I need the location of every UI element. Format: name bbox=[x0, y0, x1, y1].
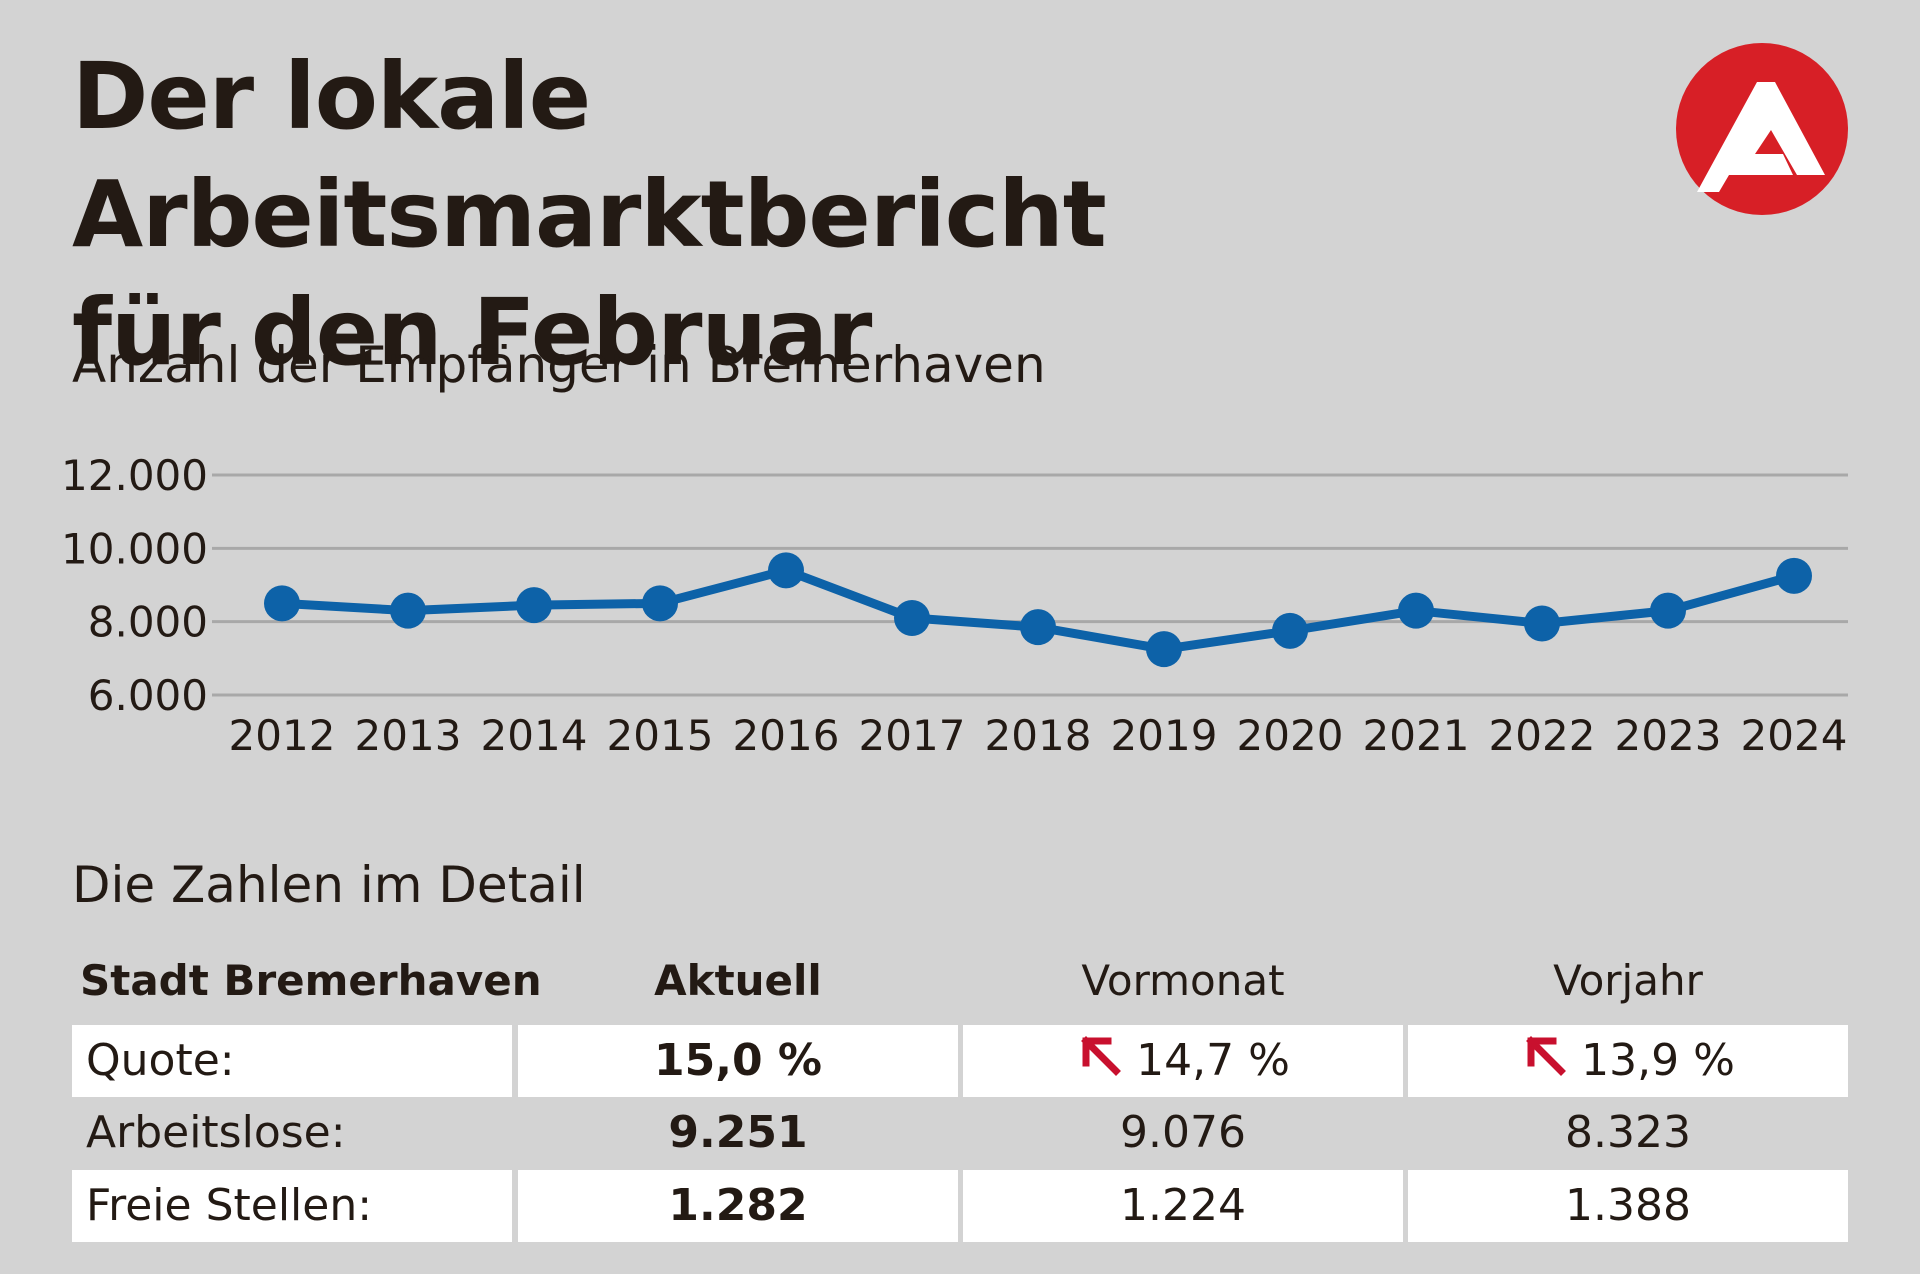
x-tick-label: 2021 bbox=[1363, 711, 1470, 760]
x-tick-label: 2016 bbox=[733, 711, 840, 760]
data-point bbox=[1272, 612, 1308, 649]
row-vormonat: 9.076 bbox=[1120, 1107, 1246, 1158]
x-tick-label: 2024 bbox=[1741, 711, 1848, 760]
data-point bbox=[390, 592, 426, 629]
x-tick-label: 2013 bbox=[355, 711, 462, 760]
table-row-quote: Quote: 15,0 % 14,7 % 13,9 % bbox=[72, 1025, 1848, 1097]
y-tick-label: 10.000 bbox=[61, 524, 208, 573]
line-chart: 12.000 10.000 8.000 6.000 2012 2013 2014 2015 2… bbox=[61, 451, 1848, 760]
x-tick-label: 2020 bbox=[1237, 711, 1344, 760]
row-aktuell: 1.282 bbox=[518, 1170, 958, 1242]
arrow-up-left-icon bbox=[1081, 1036, 1122, 1076]
row-vormonat: 1.224 bbox=[963, 1170, 1403, 1242]
data-point bbox=[1146, 631, 1182, 668]
table-row-freie-stellen: Freie Stellen: 1.282 1.224 1.388 bbox=[72, 1170, 1848, 1242]
data-point bbox=[1020, 609, 1056, 646]
row-vorjahr: 8.323 bbox=[1565, 1107, 1691, 1158]
data-point bbox=[894, 600, 930, 636]
row-vormonat: 14,7 % bbox=[963, 1025, 1403, 1097]
header-vorjahr: Vorjahr bbox=[1553, 956, 1703, 1005]
x-tick-label: 2018 bbox=[985, 711, 1092, 760]
x-tick-label: 2019 bbox=[1111, 711, 1218, 760]
x-tick-label: 2022 bbox=[1489, 711, 1596, 760]
x-tick-label: 2015 bbox=[607, 711, 714, 760]
data-point bbox=[1650, 592, 1686, 629]
data-point bbox=[1776, 557, 1812, 594]
x-tick-label: 2023 bbox=[1615, 711, 1722, 760]
x-tick-label: 2014 bbox=[481, 711, 588, 760]
row-label: Arbeitslose: bbox=[86, 1107, 346, 1158]
detail-title: Die Zahlen im Detail bbox=[72, 856, 586, 914]
arbeitsagentur-logo bbox=[1676, 43, 1848, 215]
header-region: Stadt Bremerhaven bbox=[80, 956, 542, 1005]
row-label: Freie Stellen: bbox=[72, 1170, 512, 1242]
data-point bbox=[768, 552, 804, 589]
arrow-up-left-icon bbox=[1526, 1036, 1567, 1076]
header-vormonat: Vormonat bbox=[1081, 956, 1285, 1005]
y-tick-label: 6.000 bbox=[88, 671, 208, 720]
table-header: Stadt Bremerhaven Aktuell Vormonat Vorja… bbox=[72, 950, 1848, 1012]
data-point bbox=[516, 587, 552, 624]
x-tick-label: 2017 bbox=[859, 711, 966, 760]
y-tick-label: 12.000 bbox=[61, 451, 208, 500]
title-line-1: Der lokale Arbeitsmarktbericht bbox=[72, 43, 1107, 268]
data-point bbox=[1398, 592, 1434, 629]
title-line-2: für den Februar bbox=[72, 279, 872, 386]
table-row-arbeitslose: Arbeitslose: 9.251 9.076 8.323 bbox=[72, 1097, 1848, 1169]
vormonat-value: 14,7 % bbox=[1136, 1035, 1290, 1086]
row-vorjahr: 1.388 bbox=[1408, 1170, 1848, 1242]
row-label: Quote: bbox=[72, 1025, 512, 1097]
logo-mark bbox=[1697, 82, 1825, 192]
row-aktuell: 9.251 bbox=[668, 1107, 808, 1158]
y-tick-label: 8.000 bbox=[88, 598, 208, 647]
row-aktuell: 15,0 % bbox=[518, 1025, 958, 1097]
chart-title: Anzahl der Empfänger in Bremerhaven bbox=[72, 336, 1046, 394]
header-aktuell: Aktuell bbox=[654, 956, 822, 1005]
data-point bbox=[642, 585, 678, 622]
row-vorjahr: 13,9 % bbox=[1408, 1025, 1848, 1097]
data-point bbox=[1524, 605, 1560, 642]
data-point bbox=[264, 585, 300, 622]
vorjahr-value: 13,9 % bbox=[1581, 1035, 1735, 1086]
page-title: Der lokale Arbeitsmarktbericht für den F… bbox=[72, 38, 1552, 392]
x-tick-label: 2012 bbox=[229, 711, 336, 760]
